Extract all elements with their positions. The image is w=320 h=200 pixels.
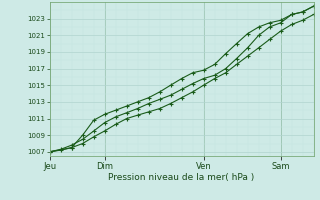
X-axis label: Pression niveau de la mer( hPa ): Pression niveau de la mer( hPa ) — [108, 173, 255, 182]
